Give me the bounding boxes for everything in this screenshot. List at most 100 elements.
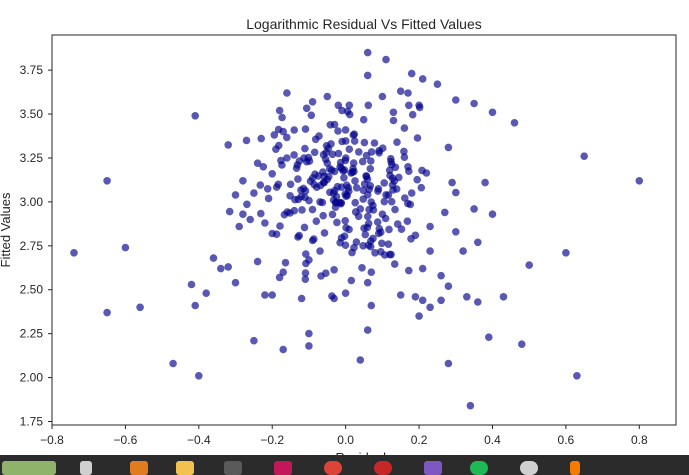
plot-frame [51,34,677,426]
data-point [103,308,111,317]
data-point [363,278,372,287]
data-point [354,212,363,221]
data-point [322,269,330,278]
data-point [380,179,389,187]
data-point [418,296,427,305]
data-point [389,116,398,125]
data-point [452,188,460,197]
data-point [239,177,247,185]
data-point [411,293,420,301]
data-point [444,359,453,368]
data-point [293,161,302,169]
data-point [322,142,331,150]
data-point [310,235,318,243]
data-point [286,180,295,189]
data-point [351,198,360,207]
x-tick-label: 0.0 [337,433,354,447]
data-point [345,101,354,110]
y-tick-label: 2.25 [20,327,44,341]
data-point [365,185,374,194]
data-point [573,372,581,380]
data-point [341,126,350,134]
data-point [356,356,365,364]
data-point [257,209,265,218]
data-point [384,240,393,248]
data-point [187,280,196,289]
taskbar [0,455,689,475]
data-point [488,108,497,117]
data-point [474,298,482,306]
data-point [403,217,412,225]
code-editor-icon[interactable] [274,461,292,475]
data-point [387,250,395,259]
data-point [363,71,372,80]
data-point [307,111,316,120]
start-menu-icon[interactable] [2,461,56,475]
data-point [279,345,288,354]
data-point [366,165,375,173]
data-point [302,104,311,113]
data-point [337,234,346,242]
spotify-icon[interactable] [470,461,488,475]
data-point [463,293,471,301]
app-orange-icon[interactable] [130,461,148,475]
data-point [278,113,286,122]
terminal-icon[interactable] [224,461,242,475]
data-point [371,249,379,257]
data-point [300,223,309,232]
data-point [347,276,356,285]
data-point [341,241,350,249]
data-point [417,183,426,192]
browser-icon[interactable] [374,461,392,475]
data-point [342,137,350,145]
data-point [426,303,434,312]
data-point [263,185,272,193]
clock-app-icon[interactable] [520,461,538,475]
data-point [342,224,350,232]
x-tick-label: 0.8 [631,433,648,447]
data-point [407,69,416,78]
data-point [298,206,306,214]
data-point [418,264,427,273]
y-tick-label: 3.75 [20,63,44,77]
data-point [400,147,408,156]
data-point [310,148,319,157]
data-point [426,222,434,231]
data-point [384,191,393,199]
data-point [364,219,373,228]
data-point [363,326,372,334]
data-point [407,235,415,243]
data-point [408,110,417,119]
data-point [121,243,130,252]
data-point [318,198,327,207]
data-point [359,195,368,203]
x-axis-ticks: −0.8 −0.6 −0.4 −0.2 0.0 0.2 0.4 0.6 0.8 [40,425,648,447]
data-point [437,296,445,305]
data-point [370,139,379,147]
app-purple-icon[interactable] [424,461,442,475]
data-point [191,301,199,310]
data-point [474,238,482,247]
x-tick-label: −0.8 [40,433,64,447]
data-point [308,205,317,214]
chrome-icon[interactable] [324,461,342,475]
data-point [396,291,405,299]
data-point [295,231,304,240]
data-point [250,336,258,345]
data-point [136,303,144,312]
data-point [274,125,283,134]
data-point [276,222,284,230]
file-explorer-icon[interactable] [176,461,194,475]
data-point [325,164,334,173]
vlc-icon[interactable] [570,461,580,475]
data-point [268,170,277,178]
data-point [360,180,369,188]
data-point [345,145,354,153]
data-point [350,137,359,145]
data-point [342,181,351,189]
data-point [393,138,401,146]
y-tick-label: 2.75 [20,239,44,253]
x-tick-label: −0.4 [187,433,211,447]
data-point [103,177,111,185]
task-view-icon[interactable] [80,461,92,475]
